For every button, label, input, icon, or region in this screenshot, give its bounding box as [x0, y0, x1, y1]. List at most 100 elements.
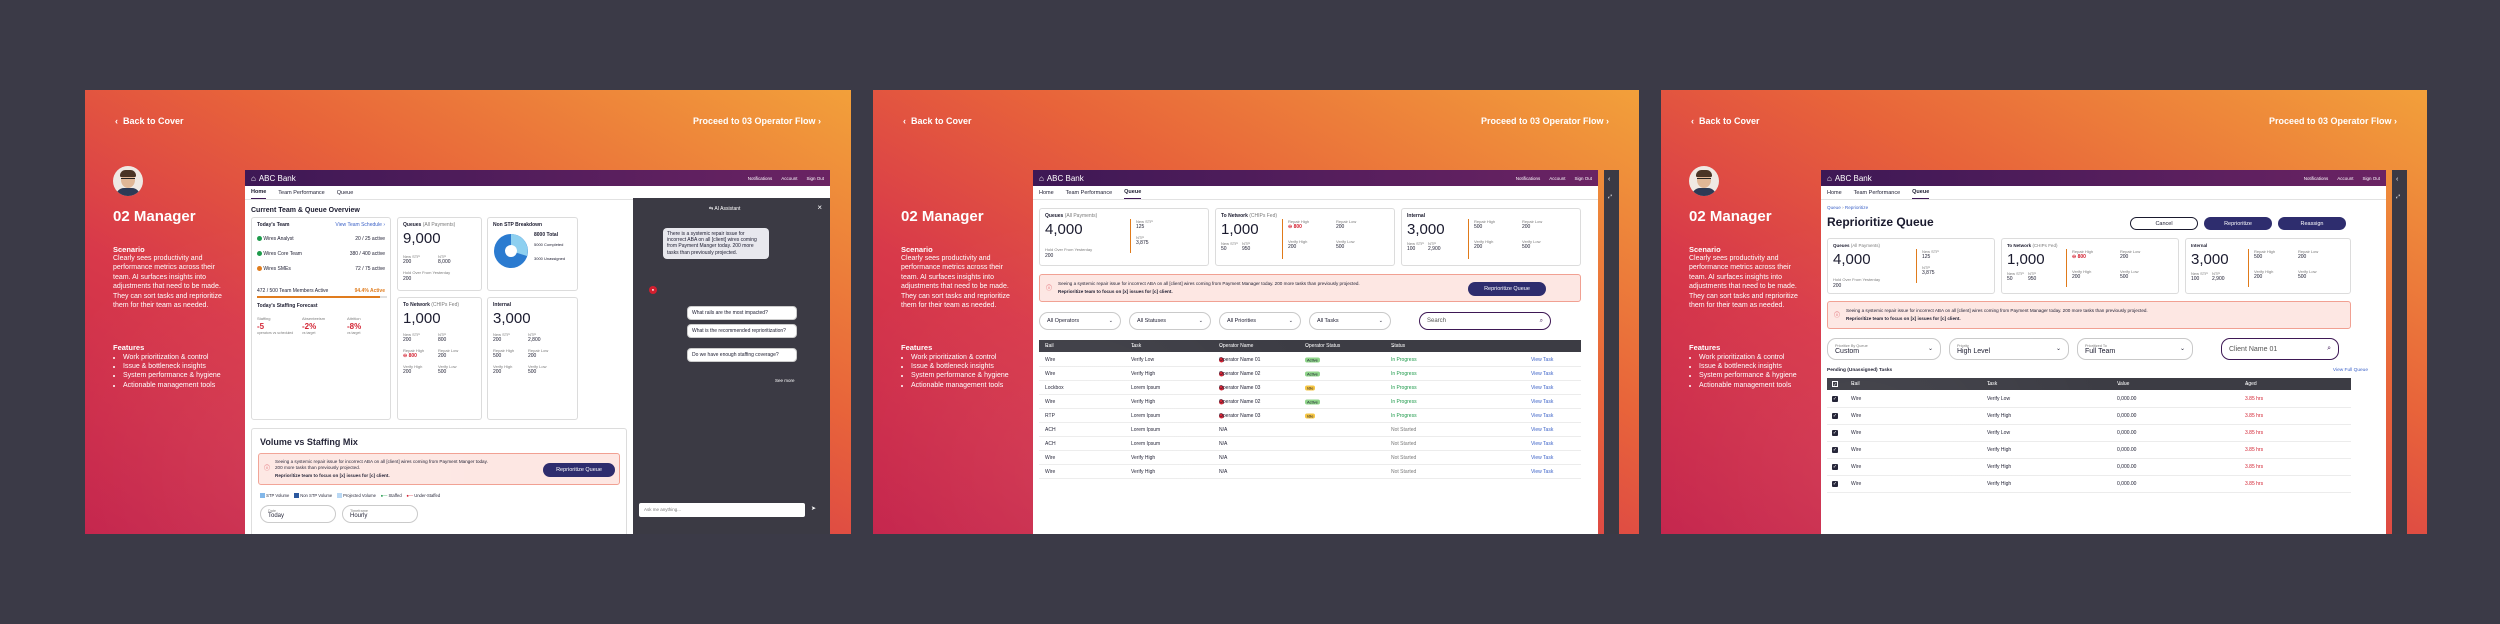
- breadcrumb-queue[interactable]: Queue: [1827, 205, 1841, 210]
- row-checkbox[interactable]: ✓: [1832, 396, 1838, 402]
- col-task[interactable]: Task ⌄: [1131, 343, 1142, 349]
- see-more-link[interactable]: See more: [775, 378, 795, 383]
- row-checkbox[interactable]: ✓: [1832, 481, 1838, 487]
- view-task-link[interactable]: View Task: [1531, 426, 1554, 433]
- table-row[interactable]: ✓ Wire Verify Low 0,000.00 3.85 hrs: [1827, 391, 2351, 408]
- reprioritize-queue-button[interactable]: Reprioritize Queue: [543, 463, 615, 477]
- notifications-link[interactable]: Notifications: [2303, 175, 2329, 181]
- row-checkbox[interactable]: ✓: [1832, 413, 1838, 419]
- col-aged[interactable]: Aged ⌄: [2245, 381, 2257, 387]
- row-checkbox[interactable]: ✓: [1832, 430, 1838, 436]
- select-all-checkbox[interactable]: ✓: [1832, 381, 1838, 387]
- table-row[interactable]: ACH Lorem Ipsum N/A Not Started View Tas…: [1039, 437, 1581, 451]
- client-search-input[interactable]: Client Name 01 ⌕: [2221, 338, 2339, 360]
- back-to-cover-link[interactable]: ‹ Back to Cover: [1691, 116, 1760, 126]
- notifications-link[interactable]: Notifications: [1515, 175, 1541, 181]
- tab-team-performance[interactable]: Team Performance: [278, 190, 325, 196]
- proceed-link[interactable]: Proceed to 03 Operator Flow ›: [1480, 116, 1609, 126]
- bank-logo[interactable]: ⌂ ABC Bank: [1039, 174, 1084, 183]
- table-row[interactable]: RTP Lorem Ipsum Operator Name 03 Idle In…: [1039, 409, 1581, 423]
- view-task-link[interactable]: View Task: [1531, 370, 1554, 377]
- expand-icon[interactable]: ⤢: [1608, 194, 1613, 200]
- statuses-filter[interactable]: All Statuses ⌄: [1129, 312, 1211, 330]
- account-link[interactable]: Account: [781, 175, 798, 181]
- reprioritize-button[interactable]: Reprioritize: [2204, 217, 2272, 230]
- tab-queue[interactable]: Queue: [1124, 189, 1142, 199]
- sign-out-link[interactable]: Sign Out: [2362, 175, 2380, 181]
- operators-filter[interactable]: All Operators ⌄: [1039, 312, 1121, 330]
- priority-select[interactable]: Priority High Level ⌄: [1949, 338, 2069, 360]
- tab-queue[interactable]: Queue: [336, 190, 354, 196]
- tab-queue[interactable]: Queue: [1912, 189, 1930, 199]
- reprioritize-queue-button[interactable]: Reprioritize Queue: [1468, 282, 1546, 296]
- expand-icon[interactable]: ⤢: [2396, 194, 2401, 200]
- table-row[interactable]: Wire Verify High Operator Name 02 Active…: [1039, 367, 1581, 381]
- chevron-left-icon[interactable]: ‹: [2396, 176, 2399, 183]
- back-to-cover-link[interactable]: ‹ Back to Cover: [115, 116, 184, 126]
- suggestion-chip[interactable]: What is the recommended reprioritization…: [687, 324, 797, 339]
- col-operator-status[interactable]: Operator Status ⌄: [1305, 343, 1341, 349]
- chevron-left-icon[interactable]: ‹: [1608, 176, 1611, 183]
- chat-input[interactable]: Ask me anything...: [639, 503, 805, 517]
- reassign-button[interactable]: Reassign: [2278, 217, 2346, 230]
- view-task-link[interactable]: View Task: [1531, 468, 1554, 475]
- table-row[interactable]: ✓ Wire Verify Low 0,000.00 3.85 hrs: [1827, 425, 2351, 442]
- view-task-link[interactable]: View Task: [1531, 384, 1554, 391]
- priorities-filter[interactable]: All Priorities ⌄: [1219, 312, 1301, 330]
- table-row[interactable]: ✓ Wire Verify High 0,000.00 3.85 hrs: [1827, 408, 2351, 425]
- table-row[interactable]: Wire Verify High N/A Not Started View Ta…: [1039, 451, 1581, 465]
- col-status[interactable]: Status ⌄: [1391, 343, 1406, 349]
- tab-team-performance[interactable]: Team Performance: [1853, 190, 1901, 196]
- view-team-schedule-link[interactable]: View Team Schedule ›: [335, 222, 385, 228]
- date-select[interactable]: Date Today: [260, 505, 336, 523]
- col-rail[interactable]: Rail ⌄: [1851, 381, 1860, 387]
- suggestion-chip[interactable]: Do we have enough staffing coverage?: [687, 348, 797, 363]
- tab-home[interactable]: Home: [1827, 190, 1842, 196]
- col-task[interactable]: Task ⌄: [1987, 381, 1998, 387]
- table-row[interactable]: Wire Verify High Operator Name 02 Active…: [1039, 395, 1581, 409]
- tab-team-performance[interactable]: Team Performance: [1065, 190, 1113, 196]
- row-checkbox[interactable]: ✓: [1832, 464, 1838, 470]
- tab-home[interactable]: Home: [251, 189, 267, 199]
- view-task-link[interactable]: View Task: [1531, 398, 1554, 405]
- search-input[interactable]: Search ⌕: [1419, 312, 1551, 330]
- prioritize-by-queue-select[interactable]: Prioritize By Queue Custom ⌄: [1827, 338, 1941, 360]
- back-to-cover-link[interactable]: ‹ Back to Cover: [903, 116, 972, 126]
- prioritized-to-select[interactable]: Prioritized To Full Team ⌄: [2077, 338, 2193, 360]
- table-row[interactable]: ✓ Wire Verify High 0,000.00 3.85 hrs: [1827, 476, 2351, 493]
- col-rail[interactable]: Rail ⌄: [1045, 343, 1054, 349]
- timeframe-select[interactable]: Timeframe Hourly: [342, 505, 418, 523]
- col-value[interactable]: Value ⌄: [2117, 381, 2130, 387]
- notifications-link[interactable]: Notifications: [747, 175, 773, 181]
- table-row[interactable]: Wire Verify High N/A Not Started View Ta…: [1039, 465, 1581, 479]
- tasks-filter[interactable]: All Tasks ⌄: [1309, 312, 1391, 330]
- table-row[interactable]: ACH Lorem Ipsum N/A Not Started View Tas…: [1039, 423, 1581, 437]
- table-row[interactable]: ✓ Wire Verify High 0,000.00 3.85 hrs: [1827, 442, 2351, 459]
- view-task-link[interactable]: View Task: [1531, 356, 1554, 363]
- cancel-button[interactable]: Cancel: [2130, 217, 2198, 230]
- suggestion-chip[interactable]: What rails are the most impacted?: [687, 306, 797, 321]
- account-link[interactable]: Account: [2337, 175, 2354, 181]
- collapsed-side-panel[interactable]: ‹ ⤢: [1604, 170, 1619, 534]
- table-row[interactable]: Lockbox Lorem Ipsum Operator Name 03 Idl…: [1039, 381, 1581, 395]
- sign-out-link[interactable]: Sign Out: [1574, 175, 1592, 181]
- breadcrumb-reprioritize[interactable]: Reprioritize: [1844, 205, 1869, 210]
- row-checkbox[interactable]: ✓: [1832, 447, 1838, 453]
- sign-out-link[interactable]: Sign Out: [806, 175, 824, 181]
- account-link[interactable]: Account: [1549, 175, 1566, 181]
- table-row[interactable]: ✓ Wire Verify High 0,000.00 3.85 hrs: [1827, 459, 2351, 476]
- view-full-queue-link[interactable]: View Full Queue: [2332, 368, 2368, 373]
- close-icon[interactable]: ×: [817, 203, 822, 212]
- table-row[interactable]: Wire Verify Low Operator Name 01 Active …: [1039, 353, 1581, 367]
- tab-home[interactable]: Home: [1039, 190, 1054, 196]
- view-task-link[interactable]: View Task: [1531, 412, 1554, 419]
- view-task-link[interactable]: View Task: [1531, 454, 1554, 461]
- bank-logo[interactable]: ⌂ ABC Bank: [251, 174, 296, 183]
- send-icon[interactable]: ➤: [811, 506, 817, 512]
- bank-logo[interactable]: ⌂ ABC Bank: [1827, 174, 1872, 183]
- collapsed-side-panel[interactable]: ‹ ⤢: [2392, 170, 2407, 534]
- col-operator-name[interactable]: Operator Name ⌄: [1219, 343, 1254, 349]
- proceed-link[interactable]: Proceed to 03 Operator Flow ›: [2268, 116, 2397, 126]
- proceed-link[interactable]: Proceed to 03 Operator Flow ›: [692, 116, 821, 126]
- view-task-link[interactable]: View Task: [1531, 440, 1554, 447]
